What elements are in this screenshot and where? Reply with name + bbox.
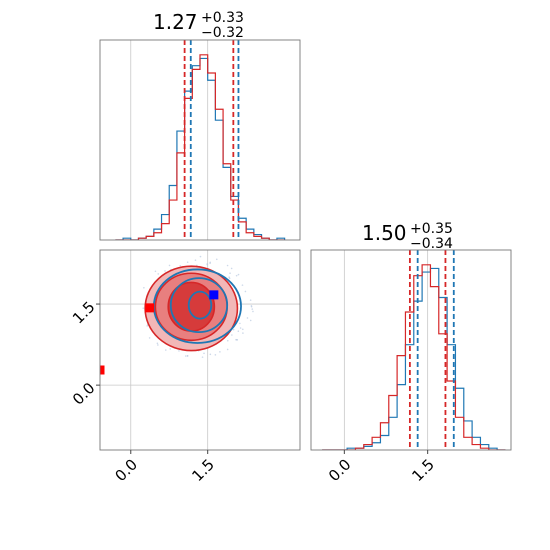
joint-y-tick-labels: 0.0 1.5 (69, 298, 100, 409)
sample-point (252, 310, 254, 313)
sample-point (239, 327, 242, 329)
sample-point (143, 286, 145, 289)
sample-point (209, 262, 211, 265)
sample-point (246, 317, 249, 319)
panel-y-title: 1.50 +0.35 −0.34 (362, 221, 453, 252)
histogram-red-line (115, 54, 285, 240)
sample-point (164, 270, 166, 272)
sample-point (201, 356, 204, 358)
joint-x-tick-label-1: 1.5 (188, 456, 218, 486)
sample-point (251, 308, 254, 310)
sample-point (194, 259, 197, 261)
axes-frame (310, 249, 512, 451)
sample-point (184, 355, 187, 357)
sample-point (244, 290, 247, 293)
axes-frame (99, 39, 301, 241)
red-contour-2 (144, 265, 239, 352)
panel-y-title-upper: +0.35 (410, 221, 453, 237)
panel-x-title-lower: −0.32 (201, 25, 244, 41)
marker-red-1 (145, 303, 155, 313)
sample-point (169, 348, 172, 350)
hist-y-x-tick-label-1: 1.5 (408, 456, 438, 486)
sample-point (199, 255, 202, 258)
axes-frame (99, 249, 301, 451)
marker-red-2 (100, 365, 105, 375)
sample-point (157, 273, 160, 275)
panel-x-title-value: 1.27 (153, 10, 198, 34)
sample-point (186, 261, 189, 264)
joint-y-tick-label-0: 0.0 (69, 379, 99, 409)
sample-point (214, 354, 217, 356)
sample-point (229, 272, 231, 275)
panel-x-title-upper: +0.33 (201, 10, 244, 26)
sample-point (230, 267, 233, 270)
histogram-panel-y (310, 249, 512, 451)
joint-x-tick-label-0: 0.0 (111, 456, 141, 486)
sample-point (235, 338, 237, 341)
joint-x-tick-labels: 0.0 1.5 (111, 450, 218, 485)
sample-point (236, 339, 239, 341)
panel-y-title-value: 1.50 (362, 221, 407, 245)
sample-point (231, 334, 233, 336)
sample-point (232, 328, 235, 331)
hist-y-x-tick-label-0: 0.0 (325, 456, 355, 486)
sample-point (239, 322, 241, 325)
sample-point (226, 339, 229, 342)
sample-point (164, 349, 167, 351)
blue-contour-0 (187, 290, 213, 320)
marker-blue-0 (209, 290, 219, 300)
blue-contour-1 (169, 277, 229, 334)
sample-point (186, 355, 189, 357)
histogram-red-line (322, 264, 506, 450)
sample-point (226, 264, 229, 267)
sample-point (179, 264, 182, 267)
sample-point (146, 325, 148, 327)
sample-point (219, 351, 221, 353)
sample-point (242, 332, 244, 334)
sample-point (142, 307, 145, 309)
histogram-blue-line (115, 57, 286, 240)
sample-point (241, 328, 244, 331)
sample-point (226, 348, 229, 351)
sample-point (241, 284, 244, 286)
sample-point (237, 330, 240, 333)
sample-point (203, 352, 205, 355)
sample-point (235, 274, 238, 277)
sample-point (156, 342, 159, 345)
sample-point (209, 353, 212, 356)
sample-point (157, 344, 159, 346)
sample-point (249, 319, 252, 322)
histogram-y-x-tick-labels: 0.0 1.5 (325, 450, 438, 485)
panel-x-title: 1.27 +0.33 −0.32 (153, 10, 244, 41)
sample-point (237, 273, 240, 276)
sample-point (178, 350, 180, 352)
sample-point (228, 277, 231, 280)
sample-point (250, 305, 253, 307)
sample-point (206, 263, 209, 265)
sample-point (215, 258, 218, 261)
sample-point (249, 299, 252, 301)
histogram-panel-x (99, 39, 301, 241)
sample-point (148, 337, 151, 339)
joint-y-tick-label-1: 1.5 (69, 298, 99, 328)
panel-y-title-lower: −0.34 (410, 236, 453, 252)
joint-panel (99, 249, 301, 451)
sample-point (168, 264, 171, 267)
sample-point (154, 270, 157, 273)
